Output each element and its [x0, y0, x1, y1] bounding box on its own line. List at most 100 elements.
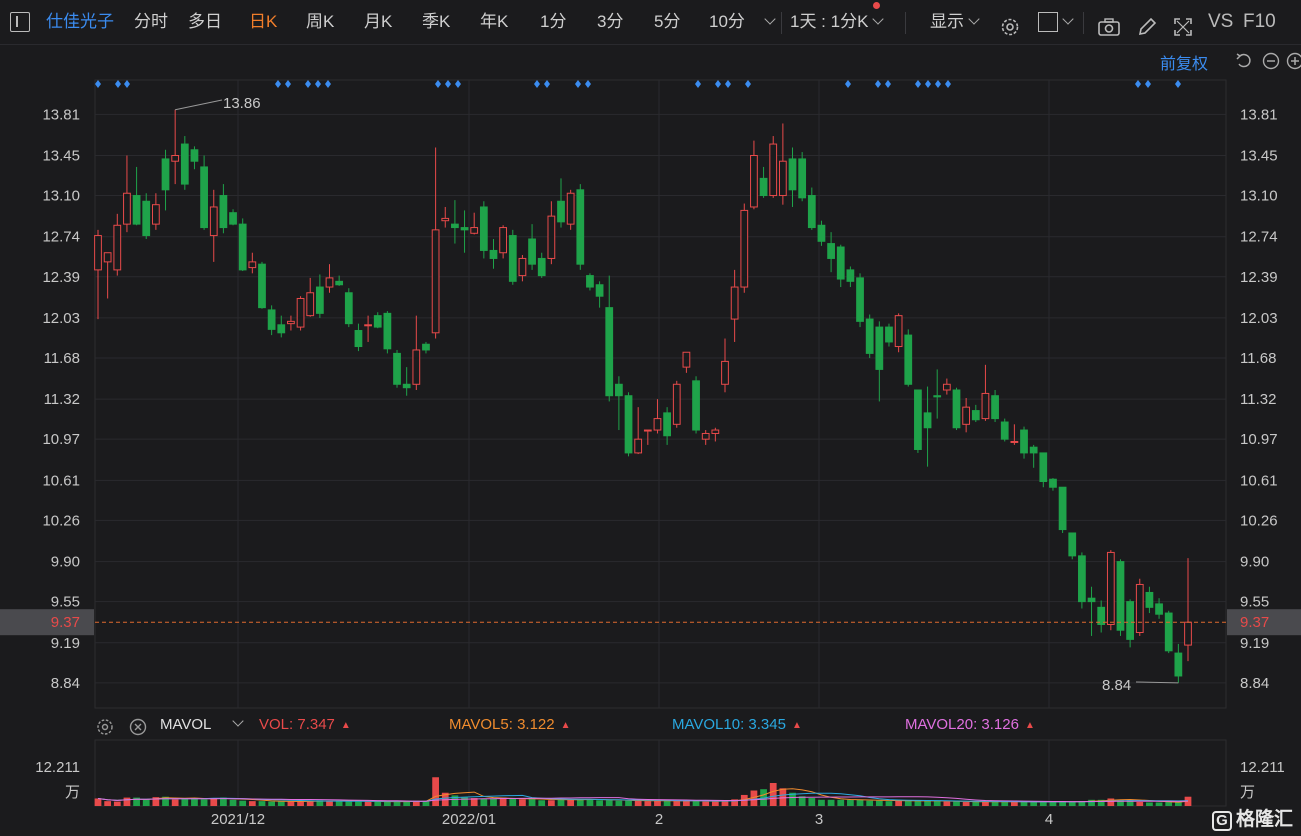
candle-body — [914, 389, 922, 450]
volume-bar — [895, 800, 902, 806]
candle-body — [161, 158, 170, 191]
tab-1min[interactable]: 1分 — [540, 12, 567, 31]
volume-bar — [808, 798, 816, 806]
signal-marker — [695, 80, 701, 88]
volume-bar — [576, 798, 584, 806]
zoom-in-icon[interactable] — [1286, 52, 1301, 70]
signal-marker — [1145, 80, 1151, 88]
candle-body — [615, 383, 623, 397]
indicator-name[interactable]: MAVOL — [160, 716, 212, 733]
candle-body — [1126, 601, 1135, 640]
signal-marker — [875, 80, 881, 88]
volume-bar — [769, 783, 777, 806]
indicator-settings-icon[interactable] — [96, 718, 114, 736]
tab-quarterly-k[interactable]: 季K — [422, 12, 451, 31]
up-arrow-icon: ▲ — [1024, 720, 1035, 731]
volume-bar — [210, 798, 218, 806]
indicator-close-icon[interactable] — [129, 718, 147, 736]
price-tick-label-left: 8.84 — [51, 675, 80, 692]
volume-bar — [798, 796, 806, 806]
candle-body — [817, 224, 826, 242]
signal-marker — [745, 80, 751, 88]
tab-intraday[interactable]: 分时 — [134, 12, 168, 31]
candle-body — [248, 261, 257, 269]
kline-chart[interactable]: 13.81 13.81 13.45 13.45 13.10 13.10 12.74 12.74… — [0, 44, 1301, 836]
date-axis: 2021/12 2022/01 2 3 4 — [211, 811, 1053, 828]
mavol5-value-text: MAVOL5: 3.122 — [449, 716, 555, 733]
volume-bar — [856, 799, 864, 806]
price-tick-label-right: 12.03 — [1240, 310, 1278, 327]
candle-body — [1116, 561, 1125, 631]
price-tick-label-left: 12.74 — [42, 229, 80, 246]
tab-3min[interactable]: 3分 — [597, 12, 624, 31]
tab-weekly-k[interactable]: 周K — [306, 12, 335, 31]
tab-10min[interactable]: 10分 — [709, 12, 745, 31]
volume-bar — [200, 799, 208, 806]
signal-marker — [95, 80, 101, 88]
up-arrow-icon: ▲ — [340, 720, 351, 731]
mavol5-value: MAVOL5: 3.122 ▲ — [449, 716, 571, 733]
candle-body — [171, 154, 180, 162]
price-axis: 13.81 13.81 13.45 13.45 13.10 13.10 12.74 12.74… — [42, 106, 1277, 692]
candle-body — [778, 160, 787, 197]
signal-marker — [445, 80, 451, 88]
volume-bar — [731, 799, 739, 806]
candle-body — [315, 286, 324, 314]
stock-name[interactable]: 仕佳光子 — [46, 12, 114, 31]
price-tick-label-right: 9.55 — [1240, 594, 1269, 611]
camera-icon[interactable] — [1097, 11, 1121, 36]
candle-body — [1174, 652, 1183, 677]
date-tick-label: 2022/01 — [442, 811, 496, 828]
display-menu[interactable]: 显示 — [930, 0, 980, 44]
zoom-out-icon[interactable] — [1262, 52, 1280, 70]
f10-button[interactable]: F10 — [1243, 11, 1276, 32]
volume-bar — [567, 799, 575, 806]
checkbox-icon[interactable] — [1038, 12, 1058, 32]
indicator-dropdown[interactable] — [228, 715, 244, 733]
sidebar-toggle-icon[interactable] — [10, 12, 30, 32]
candle-body — [692, 380, 700, 431]
chevron-down-icon[interactable] — [1058, 0, 1074, 44]
divider — [1083, 12, 1084, 34]
tab-multiday[interactable]: 多日 — [188, 12, 222, 31]
candle-body — [750, 154, 758, 208]
candle-body — [180, 143, 189, 185]
pen-icon[interactable] — [1136, 11, 1158, 36]
candle-body — [142, 200, 151, 237]
signal-markers — [95, 80, 1181, 88]
gear-icon[interactable] — [999, 11, 1021, 36]
volume-bar — [914, 801, 922, 806]
tab-5min[interactable]: 5分 — [654, 12, 681, 31]
fullscreen-icon[interactable] — [1172, 11, 1194, 36]
undo-icon[interactable] — [1235, 52, 1253, 70]
signal-marker — [325, 80, 331, 88]
candle-body — [479, 206, 488, 251]
current-price-label-right: 9.37 — [1240, 614, 1269, 631]
candle-body — [769, 143, 778, 197]
chevron-down-icon — [968, 13, 980, 25]
candle-body — [1000, 421, 1009, 440]
chart-annotations: 9.37 9.37 13.86 8.84 — [0, 95, 1301, 694]
interval-select[interactable]: 1天 : 1分K — [790, 0, 885, 44]
candle-body — [1155, 603, 1163, 615]
compare-button[interactable]: VS — [1208, 11, 1234, 32]
volume-bar — [1155, 802, 1163, 806]
tab-daily-k[interactable]: 日K — [249, 12, 278, 31]
tab-yearly-k[interactable]: 年K — [480, 12, 509, 31]
candle-body — [942, 383, 951, 391]
adjust-select[interactable]: 前复权 — [1160, 56, 1209, 73]
volume-bar — [702, 801, 710, 806]
candle-body — [1135, 583, 1144, 634]
more-tabs-dropdown[interactable] — [760, 0, 776, 44]
tab-monthly-k[interactable]: 月K — [364, 12, 393, 31]
high-annotation: 13.86 — [223, 95, 261, 112]
candle-body — [730, 286, 739, 320]
candle-body — [740, 209, 749, 288]
volume-panel-frame — [94, 739, 1227, 807]
price-tick-label-right: 9.90 — [1240, 554, 1269, 571]
candle-body — [103, 252, 112, 263]
signal-marker — [455, 80, 461, 88]
volume-bar — [847, 799, 854, 806]
candle-body — [441, 217, 450, 222]
candle-body — [643, 429, 652, 432]
